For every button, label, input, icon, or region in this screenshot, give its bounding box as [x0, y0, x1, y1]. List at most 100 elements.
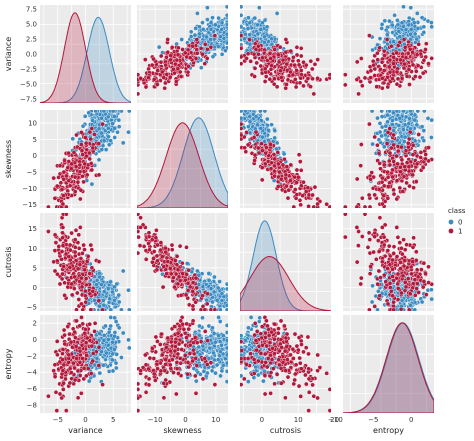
point-class-1 [151, 77, 157, 82]
point-class-1 [359, 195, 365, 201]
point-class-1 [165, 37, 170, 42]
point-class-1 [343, 234, 348, 240]
point-class-0 [262, 40, 267, 45]
point-class-1 [137, 72, 141, 77]
point-class-1 [90, 288, 96, 294]
point-class-0 [96, 157, 102, 163]
point-class-0 [116, 292, 122, 298]
point-class-1 [253, 129, 259, 135]
point-class-0 [96, 126, 102, 132]
point-class-1 [240, 61, 244, 66]
point-class-0 [375, 307, 380, 311]
point-class-1 [87, 129, 93, 135]
point-class-1 [367, 237, 373, 242]
panel-skewness-vs-cutrosis [240, 110, 331, 208]
point-class-0 [262, 34, 267, 40]
point-class-1 [391, 303, 396, 309]
point-class-1 [288, 178, 293, 183]
point-class-0 [224, 13, 228, 18]
point-class-1 [384, 141, 390, 146]
point-class-0 [429, 24, 434, 30]
point-class-0 [110, 110, 116, 114]
point-class-1 [311, 204, 317, 208]
point-class-1 [88, 242, 94, 248]
point-class-0 [210, 15, 215, 21]
point-class-1 [147, 247, 152, 253]
point-class-1 [274, 84, 280, 90]
point-class-1 [154, 253, 160, 259]
point-class-1 [159, 254, 165, 259]
point-class-1 [288, 48, 294, 54]
point-class-1 [292, 174, 298, 180]
point-class-1 [65, 165, 71, 170]
point-class-1 [385, 84, 391, 90]
point-class-1 [401, 174, 407, 179]
point-class-1 [76, 232, 82, 238]
point-class-1 [56, 244, 62, 249]
point-class-1 [292, 62, 298, 68]
point-class-1 [252, 74, 257, 79]
point-class-0 [429, 135, 434, 140]
point-class-1 [387, 69, 393, 75]
point-class-0 [400, 127, 406, 132]
point-class-0 [200, 26, 206, 32]
point-class-0 [101, 302, 107, 308]
point-class-1 [79, 148, 85, 153]
point-class-1 [410, 172, 416, 178]
point-class-1 [176, 45, 181, 51]
point-class-1 [343, 204, 348, 208]
point-class-1 [404, 160, 410, 165]
point-class-1 [163, 249, 168, 255]
point-class-1 [172, 70, 177, 76]
point-class-1 [399, 251, 405, 257]
point-class-1 [343, 72, 348, 77]
point-class-0 [375, 288, 381, 294]
point-class-1 [372, 134, 378, 140]
point-class-0 [395, 17, 400, 23]
point-class-1 [204, 56, 210, 61]
point-class-1 [315, 76, 320, 81]
point-class-0 [408, 5, 414, 10]
point-class-1 [358, 163, 364, 168]
point-class-1 [390, 76, 395, 81]
point-class-0 [80, 123, 86, 129]
kde-class-0-skewness [137, 117, 228, 208]
point-class-1 [388, 43, 394, 49]
point-class-1 [381, 193, 387, 198]
point-class-1 [305, 185, 311, 190]
point-class-1 [383, 279, 389, 285]
point-class-0 [197, 24, 202, 30]
point-class-0 [218, 34, 223, 39]
point-class-1 [407, 47, 413, 52]
point-class-1 [82, 247, 87, 252]
point-class-1 [190, 288, 195, 294]
point-class-1 [61, 193, 66, 198]
point-class-1 [294, 167, 300, 173]
point-class-1 [404, 180, 409, 186]
point-class-1 [159, 69, 165, 75]
point-class-0 [240, 13, 244, 18]
point-class-0 [421, 128, 427, 133]
point-class-0 [258, 126, 264, 131]
point-class-0 [399, 298, 405, 303]
point-class-1 [154, 267, 160, 273]
point-class-1 [74, 307, 79, 311]
point-class-1 [375, 281, 381, 287]
point-class-0 [224, 22, 228, 27]
point-class-1 [301, 59, 306, 65]
point-class-1 [293, 195, 299, 201]
point-class-1 [169, 242, 175, 248]
point-class-1 [171, 275, 176, 280]
point-class-1 [399, 245, 404, 251]
kde-class-1-skewness [137, 122, 228, 208]
point-class-1 [410, 49, 416, 55]
point-class-1 [284, 183, 289, 189]
point-class-1 [272, 156, 278, 162]
panel-cutrosis-vs-entropy [343, 213, 434, 311]
point-class-1 [68, 247, 73, 253]
point-class-1 [405, 51, 411, 56]
point-class-0 [214, 297, 220, 303]
point-class-1 [401, 237, 406, 242]
point-class-0 [116, 117, 122, 123]
point-class-1 [315, 57, 321, 62]
